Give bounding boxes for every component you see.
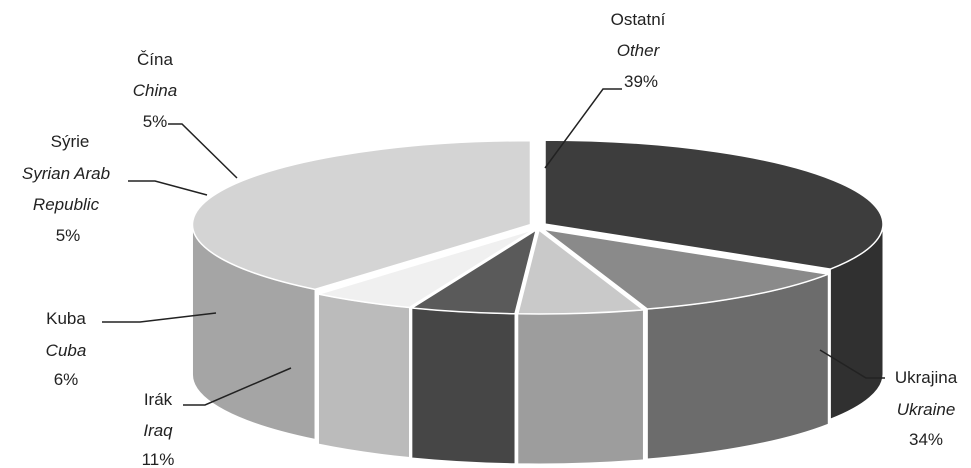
label-other-cz: Ostatní — [611, 10, 666, 29]
leader-line-syria — [128, 180, 208, 196]
label-ukraine-en: Ukraine — [897, 400, 956, 419]
label-syria-en-line2: Republic — [33, 195, 100, 214]
leader-line-china — [168, 123, 238, 179]
leader-line-cuba — [102, 312, 217, 323]
leader-line-other — [544, 88, 622, 169]
label-iraq: Irák Iraq 11% — [142, 390, 175, 468]
pie-slice-cuba — [516, 228, 646, 315]
leader-line-ukraine — [819, 349, 885, 379]
label-iraq-cz: Irák — [144, 390, 173, 409]
pie-side-china — [317, 293, 411, 459]
label-ukraine: Ukrajina Ukraine 34% — [895, 368, 958, 449]
pie-slice-ukraine — [544, 139, 884, 270]
label-other: Ostatní Other 39% — [611, 10, 666, 91]
label-china-percent: 5% — [143, 112, 168, 131]
label-other-percent: 39% — [624, 72, 658, 91]
label-iraq-en: Iraq — [143, 421, 173, 440]
pie-side-syria — [411, 307, 516, 465]
label-cuba-percent: 6% — [54, 370, 79, 389]
pie-slice-syria — [409, 228, 538, 315]
pie-side-cuba — [517, 309, 644, 465]
label-cuba-en: Cuba — [46, 341, 87, 360]
leader-line-iraq — [183, 367, 292, 406]
pie-tops — [191, 139, 884, 315]
label-syria-cz: Sýrie — [51, 132, 90, 151]
label-cuba: Kuba Cuba 6% — [46, 309, 87, 389]
pie-slice-other — [191, 139, 532, 291]
label-ukraine-cz: Ukrajina — [895, 368, 958, 387]
label-china: Čína China 5% — [133, 50, 177, 131]
label-syria-percent: 5% — [56, 226, 81, 245]
pie-slice-china — [318, 228, 535, 309]
pie-slice-iraq — [542, 228, 832, 310]
label-other-en: Other — [617, 41, 661, 60]
label-iraq-percent: 11% — [142, 450, 175, 468]
label-china-en: China — [133, 81, 177, 100]
label-cuba-cz: Kuba — [46, 309, 86, 328]
label-china-cz: Čína — [137, 50, 173, 69]
label-syria-en-line1: Syrian Arab — [22, 164, 110, 183]
label-ukraine-percent: 34% — [909, 430, 943, 449]
label-syria: Sýrie Syrian Arab Republic 5% — [22, 132, 110, 245]
